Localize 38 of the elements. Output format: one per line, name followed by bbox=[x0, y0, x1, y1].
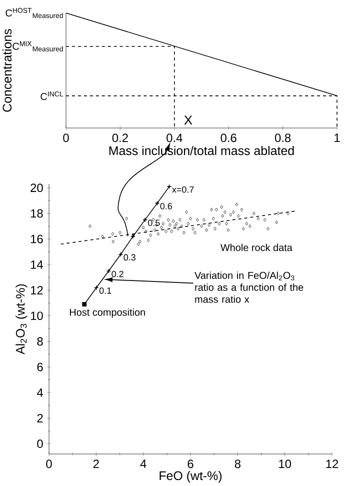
x-tick-label: 1 bbox=[334, 134, 340, 142]
annotation: C$^{INCL}$ bbox=[40, 92, 64, 100]
annotation: x=0.7 bbox=[172, 186, 194, 193]
y-tick-label: 18 bbox=[30, 209, 43, 218]
x-tick-label: 10 bbox=[279, 460, 292, 468]
annotation: Variation in FeO/Al$_{2}$O$_{3}$ ratio as a function of the mass ratio x bbox=[194, 272, 304, 303]
x-tick-label: 0.8 bbox=[274, 134, 291, 142]
y-tick-label: 20 bbox=[30, 184, 43, 192]
x-tick-label: 0.6 bbox=[220, 134, 236, 142]
x-tick-label: 12 bbox=[326, 460, 338, 468]
y-axis-title: Concentrations bbox=[2, 29, 12, 112]
annotation: 0.5 bbox=[148, 220, 160, 226]
annotation: Host composition bbox=[70, 308, 145, 318]
x-tick-label: 8 bbox=[234, 460, 240, 468]
annotation: 0.6 bbox=[160, 203, 172, 210]
x-tick-label: 6 bbox=[188, 460, 194, 468]
x-tick-label: 0 bbox=[46, 460, 52, 468]
annotation: 0.3 bbox=[124, 254, 136, 261]
x-tick-label: 4 bbox=[140, 460, 146, 468]
annotation: 0.2 bbox=[112, 270, 124, 278]
annotation: X bbox=[184, 116, 192, 124]
x-tick-label: 2 bbox=[93, 460, 99, 468]
y-axis-title: Al$_{2}$O$_{3}$ (wt-%) bbox=[16, 284, 28, 354]
y-tick-label: 6 bbox=[37, 362, 43, 372]
annotation: 0.1 bbox=[99, 287, 112, 294]
y-tick-label: 2 bbox=[37, 414, 43, 422]
y-tick-label: 8 bbox=[37, 337, 43, 346]
y-tick-label: 16 bbox=[30, 234, 43, 244]
y-tick-label: 12 bbox=[30, 286, 43, 294]
y-tick-label: 14 bbox=[30, 260, 43, 269]
x-tick-label: 0 bbox=[63, 134, 69, 142]
x-tick-label: 0.2 bbox=[112, 134, 128, 142]
y-tick-label: 4 bbox=[36, 388, 43, 397]
x-tick-label: 0.4 bbox=[166, 134, 182, 142]
x-axis-title: FeO (wt-%) bbox=[160, 470, 222, 483]
y-tick-label: 0 bbox=[37, 440, 43, 448]
annotation: Whole rock data bbox=[220, 244, 292, 252]
y-tick-label: 10 bbox=[30, 312, 43, 320]
